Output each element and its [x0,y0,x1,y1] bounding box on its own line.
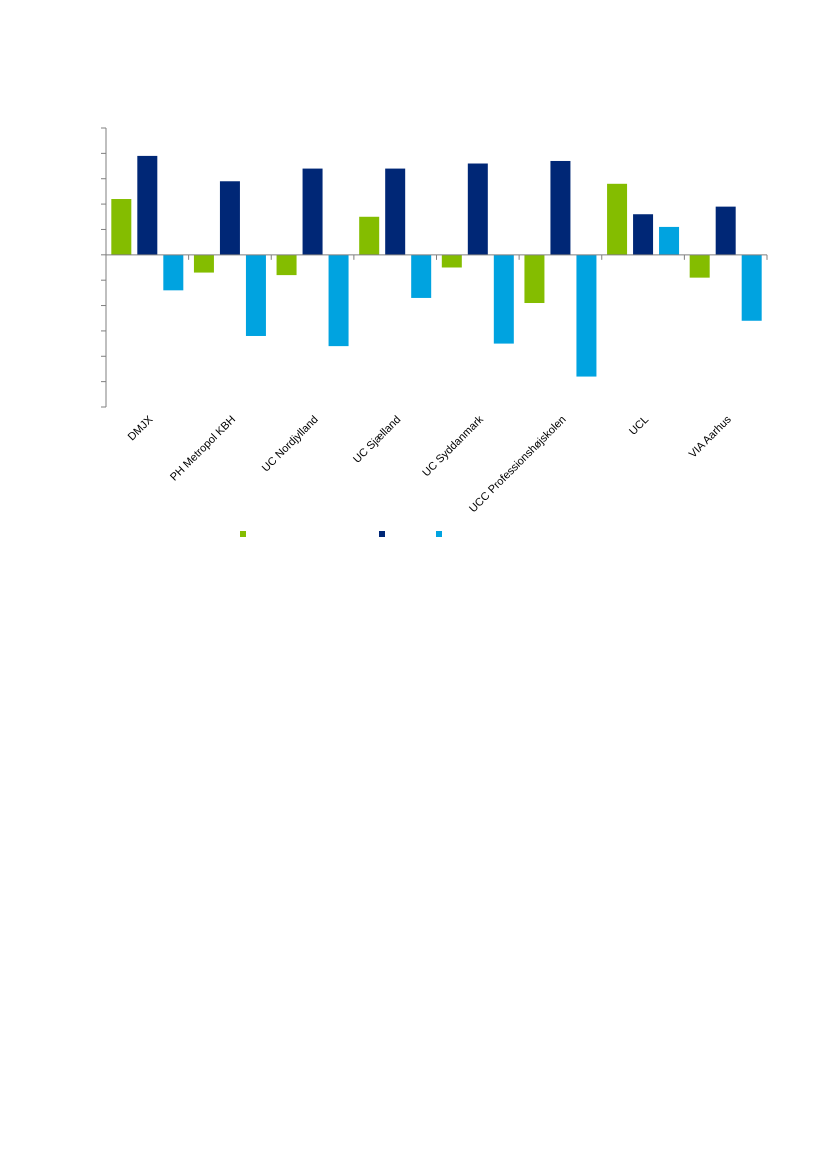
x-tick-label: UCC Professionshøjskolen [467,414,568,515]
bar [741,254,762,321]
bar [359,216,380,255]
x-tick-label: UC Syddanmark [420,413,486,479]
bar [328,254,349,347]
bar [550,160,571,255]
bar [467,163,488,255]
bar [302,168,323,255]
bar [715,206,736,255]
bar [193,254,214,273]
bar [441,254,462,268]
bar [524,254,545,304]
legend-swatch [436,531,442,537]
bar [576,254,597,377]
bar [111,199,132,255]
legend-swatch [240,531,246,537]
x-tick-label: DMJX [126,413,156,443]
x-tick-label: UCL [627,414,651,438]
x-tick-label: UC Nordjylland [260,414,321,475]
bar [493,254,514,344]
bar [411,254,432,298]
bar [607,183,628,255]
bar [163,254,184,291]
x-tick-label: PH Metropol KBH [168,414,238,484]
bar [633,214,654,255]
bar [219,181,240,255]
x-tick-label: UC Sjælland [351,414,403,466]
legend-swatch [379,531,385,537]
bar [137,155,158,255]
bar [245,254,266,336]
bar [689,254,710,278]
bar [276,254,297,276]
bar [385,168,406,255]
bar [659,226,680,255]
x-tick-label: VIA Aarhus [687,413,734,460]
